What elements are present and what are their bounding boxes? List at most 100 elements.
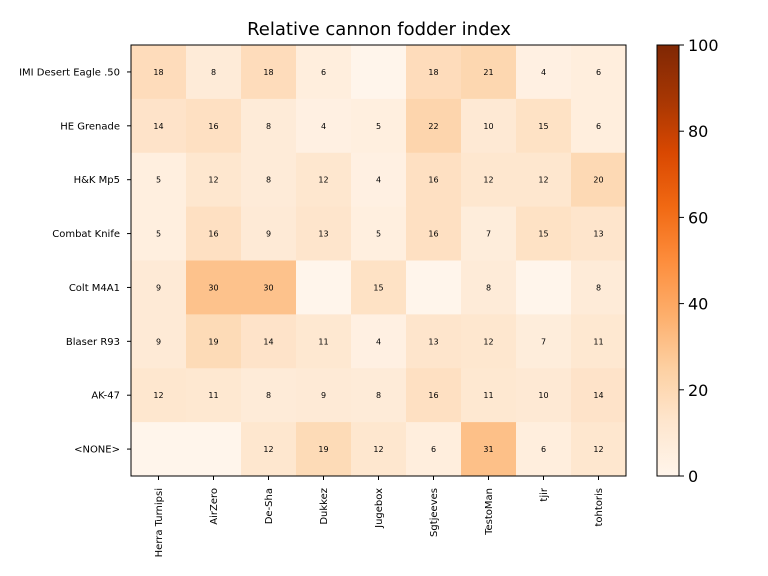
heatmap-cell xyxy=(241,368,297,423)
cell-value-label: 5 xyxy=(156,230,161,239)
column-label: Jugebox xyxy=(374,488,385,529)
heatmap-cell xyxy=(241,206,297,261)
heatmap-cell xyxy=(186,314,242,369)
cell-value-label: 4 xyxy=(541,68,546,77)
column-label: tjir xyxy=(539,487,550,501)
heatmap-cell xyxy=(296,152,352,208)
row-label: H&K Mp5 xyxy=(74,175,120,186)
cell-value-label: 14 xyxy=(593,391,603,400)
heatmap-cell xyxy=(406,314,462,369)
cell-value-label: 21 xyxy=(483,68,493,77)
heatmap-cell xyxy=(351,368,407,423)
column-label: tohtoris xyxy=(594,488,605,527)
heatmap-cell xyxy=(186,98,242,154)
heatmap-cell xyxy=(571,152,627,208)
cell-value-label: 5 xyxy=(376,122,381,131)
cell-value-label: 19 xyxy=(318,445,328,454)
heatmap-cell xyxy=(571,314,627,369)
heatmap-cell xyxy=(241,422,297,477)
heatmap-cell xyxy=(406,260,462,315)
row-label: Combat Knife xyxy=(52,229,120,240)
cell-value-label: 18 xyxy=(263,68,273,77)
heatmap-cell xyxy=(131,152,187,208)
heatmap-cell xyxy=(461,368,517,423)
colorbar-tick-label: 20 xyxy=(688,381,708,400)
heatmap-cell xyxy=(461,260,517,315)
heatmap-cell xyxy=(131,422,187,477)
row-label: <NONE> xyxy=(74,445,120,456)
heatmap-cell xyxy=(296,260,352,315)
heatmap-cell xyxy=(406,368,462,423)
heatmap-cell xyxy=(296,368,352,423)
heatmap-cell xyxy=(461,422,517,477)
heatmap-cell xyxy=(461,206,517,261)
heatmap-cell xyxy=(296,314,352,369)
heatmap-cell xyxy=(516,368,572,423)
cell-value-label: 12 xyxy=(538,176,548,185)
heatmap-cell xyxy=(186,260,242,315)
cell-value-label: 5 xyxy=(376,230,381,239)
chart-title: Relative cannon fodder index xyxy=(247,19,511,40)
row-label: Blaser R93 xyxy=(66,337,120,348)
heatmap-cell xyxy=(131,206,187,261)
cell-value-label: 5 xyxy=(156,176,161,185)
heatmap-cell xyxy=(351,422,407,477)
cell-value-label: 12 xyxy=(263,445,273,454)
heatmap-cell xyxy=(131,98,187,154)
heatmap-cell xyxy=(186,368,242,423)
column-label: TestoMan xyxy=(484,488,495,536)
cell-value-label: 12 xyxy=(208,176,218,185)
heatmap-cell xyxy=(406,422,462,477)
heatmap-cell xyxy=(351,152,407,208)
heatmap-cell xyxy=(461,152,517,208)
cell-value-label: 6 xyxy=(541,445,546,454)
cell-value-label: 13 xyxy=(593,230,603,239)
cell-value-label: 16 xyxy=(208,122,218,131)
heatmap-cell xyxy=(131,45,187,100)
cell-value-label: 8 xyxy=(266,391,271,400)
heatmap-cell xyxy=(186,152,242,208)
heatmap-cell xyxy=(241,314,297,369)
heatmap-cell xyxy=(516,422,572,477)
cell-value-label: 10 xyxy=(538,391,548,400)
cell-value-label: 22 xyxy=(428,122,438,131)
heatmap-cell xyxy=(571,422,627,477)
cell-value-label: 13 xyxy=(318,230,328,239)
cell-value-label: 8 xyxy=(486,283,491,292)
heatmap-cell xyxy=(131,368,187,423)
cell-value-label: 8 xyxy=(596,283,601,292)
heatmap-cell xyxy=(406,98,462,154)
cell-value-label: 15 xyxy=(538,122,548,131)
colorbar-tick-label: 60 xyxy=(688,208,708,227)
heatmap-cell xyxy=(296,45,352,100)
cell-value-label: 9 xyxy=(321,391,326,400)
cell-value-label: 10 xyxy=(483,122,493,131)
cell-value-label: 9 xyxy=(266,230,271,239)
colorbar-tick-label: 0 xyxy=(688,467,698,486)
column-label: Sgtjeeves xyxy=(429,488,440,537)
cell-value-label: 12 xyxy=(483,337,493,346)
cell-value-label: 4 xyxy=(376,176,381,185)
heatmap-cells: 18 8 18 6 18 21 4 6 14 16 8 4 5 22 10 15 6 5 12 8 12 4 16 12 12 2… xyxy=(131,45,627,477)
heatmap-cell xyxy=(241,45,297,100)
heatmap-cell xyxy=(516,152,572,208)
heatmap-cell xyxy=(516,206,572,261)
row-label: HE Grenade xyxy=(60,121,120,132)
heatmap-cell xyxy=(186,206,242,261)
cell-value-label: 9 xyxy=(156,283,161,292)
cell-value-label: 8 xyxy=(376,391,381,400)
row-label: Colt M4A1 xyxy=(69,283,120,294)
heatmap-cell xyxy=(241,152,297,208)
heatmap-cell xyxy=(296,422,352,477)
cell-value-label: 14 xyxy=(263,337,273,346)
cell-value-label: 6 xyxy=(321,68,326,77)
cell-value-label: 12 xyxy=(373,445,383,454)
cell-value-label: 4 xyxy=(321,122,326,131)
heatmap-cell xyxy=(461,98,517,154)
heatmap-cell xyxy=(351,98,407,154)
colorbar xyxy=(656,44,680,477)
cell-value-label: 20 xyxy=(593,176,603,185)
cell-value-label: 16 xyxy=(428,230,438,239)
cell-value-label: 18 xyxy=(153,68,163,77)
